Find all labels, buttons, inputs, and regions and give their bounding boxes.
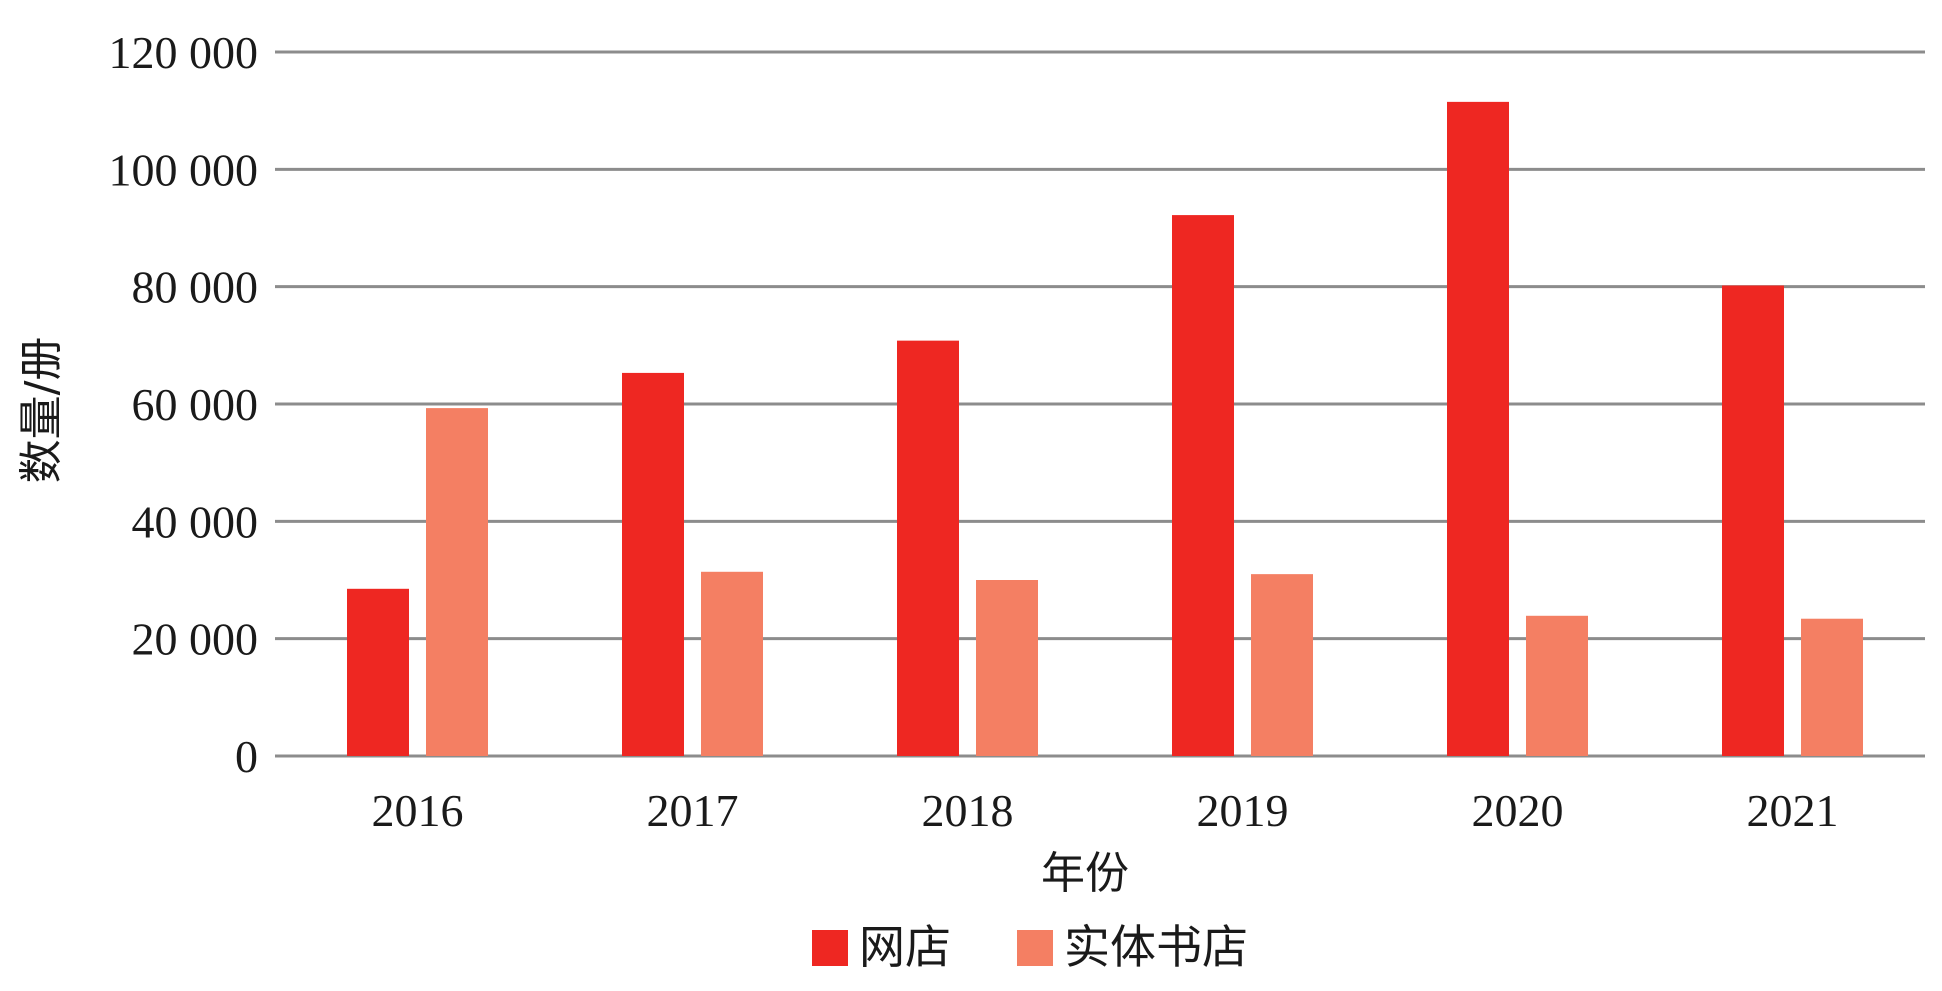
y-axis-title: 数量/册 (16, 337, 67, 484)
bar (976, 580, 1038, 756)
bars (347, 101, 1863, 757)
x-tick-label: 2018 (922, 785, 1014, 836)
x-tick-label: 2019 (1197, 785, 1289, 836)
bar (347, 588, 409, 756)
legend: 网店 实体书店 (812, 920, 1248, 974)
y-tick-label: 80 000 (132, 262, 259, 313)
legend-label: 实体书店 (1064, 920, 1248, 974)
x-axis-title: 年份 (1041, 848, 1129, 899)
bar (897, 340, 959, 756)
legend-swatch (1017, 930, 1053, 966)
x-tick-label: 2017 (647, 785, 739, 836)
bar (1251, 574, 1313, 756)
x-tick-label: 2016 (372, 785, 464, 836)
x-tick-labels: 2016 2017 2018 2019 2020 2021 (372, 785, 1839, 836)
x-tick-label: 2020 (1472, 785, 1564, 836)
y-tick-label: 120 000 (109, 27, 259, 78)
y-tick-label: 60 000 (132, 379, 259, 430)
y-tick-label: 100 000 (109, 144, 259, 195)
y-tick-label: 40 000 (132, 496, 259, 547)
legend-swatch (812, 930, 848, 966)
y-tick-labels: 0 20 000 40 000 60 000 80 000 100 000 120 000 (109, 27, 259, 782)
gridlines (275, 50, 1925, 758)
bar (1722, 285, 1784, 756)
bar (701, 571, 763, 756)
bar (622, 372, 684, 756)
y-tick-label: 0 (235, 731, 258, 782)
y-tick-label: 20 000 (132, 614, 259, 665)
legend-label: 网店 (859, 920, 951, 974)
bar (1526, 615, 1588, 756)
bar (1172, 215, 1234, 757)
bar (1447, 101, 1509, 756)
x-tick-label: 2021 (1747, 785, 1839, 836)
bar (426, 408, 488, 756)
bar (1801, 618, 1863, 756)
